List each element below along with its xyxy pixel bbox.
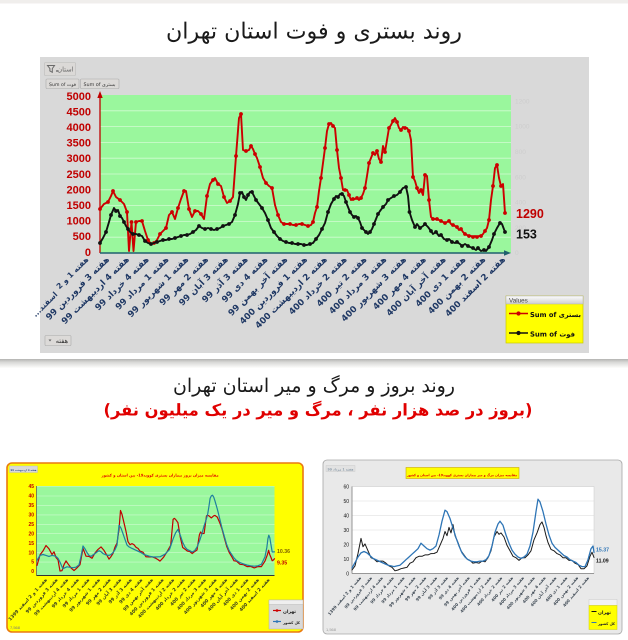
- svg-text:800: 800: [515, 149, 526, 156]
- svg-text:400: 400: [515, 200, 526, 207]
- svg-text:10.36: 10.36: [277, 549, 290, 555]
- svg-text:1290: 1290: [516, 207, 544, 221]
- svg-text:3000: 3000: [67, 153, 91, 165]
- svg-text:200: 200: [515, 225, 526, 232]
- svg-text:20: 20: [28, 531, 34, 537]
- svg-text:0: 0: [85, 247, 91, 259]
- svg-text:0: 0: [31, 569, 34, 575]
- svg-text:30: 30: [343, 528, 349, 534]
- svg-text:0: 0: [515, 250, 519, 257]
- svg-text:1200: 1200: [515, 98, 530, 105]
- svg-text:1000: 1000: [515, 124, 530, 131]
- svg-text:40: 40: [28, 494, 34, 500]
- svg-text:10: 10: [343, 557, 349, 563]
- svg-text:500: 500: [73, 231, 91, 243]
- svg-text:2000: 2000: [67, 184, 91, 196]
- svg-text:153: 153: [516, 228, 537, 242]
- svg-text:60: 60: [343, 484, 349, 490]
- svg-text:25: 25: [28, 522, 34, 528]
- svg-text:45: 45: [28, 484, 34, 490]
- svg-text:15.37: 15.37: [596, 548, 609, 554]
- svg-text:9.35: 9.35: [277, 561, 287, 567]
- svg-text:4000: 4000: [67, 122, 91, 134]
- svg-text:20: 20: [343, 542, 349, 548]
- svg-text:1,568: 1,568: [326, 627, 337, 632]
- svg-text:30: 30: [28, 513, 34, 519]
- svg-text:50: 50: [343, 499, 349, 505]
- svg-text:7,568: 7,568: [10, 625, 21, 630]
- svg-text:4500: 4500: [67, 106, 91, 118]
- svg-text:35: 35: [28, 503, 34, 509]
- svg-text:40: 40: [343, 513, 349, 519]
- svg-text:0: 0: [346, 571, 349, 577]
- svg-text:11.09: 11.09: [596, 559, 609, 565]
- svg-text:5: 5: [31, 560, 34, 566]
- svg-text:Values: Values: [509, 297, 528, 304]
- svg-text:1500: 1500: [67, 200, 91, 212]
- svg-text:2500: 2500: [67, 169, 91, 181]
- svg-text:5000: 5000: [67, 91, 91, 103]
- svg-text:1000: 1000: [67, 216, 91, 228]
- svg-text:3500: 3500: [67, 138, 91, 150]
- svg-text:15: 15: [28, 541, 34, 547]
- svg-text:10: 10: [28, 550, 34, 556]
- svg-text:600: 600: [515, 174, 526, 181]
